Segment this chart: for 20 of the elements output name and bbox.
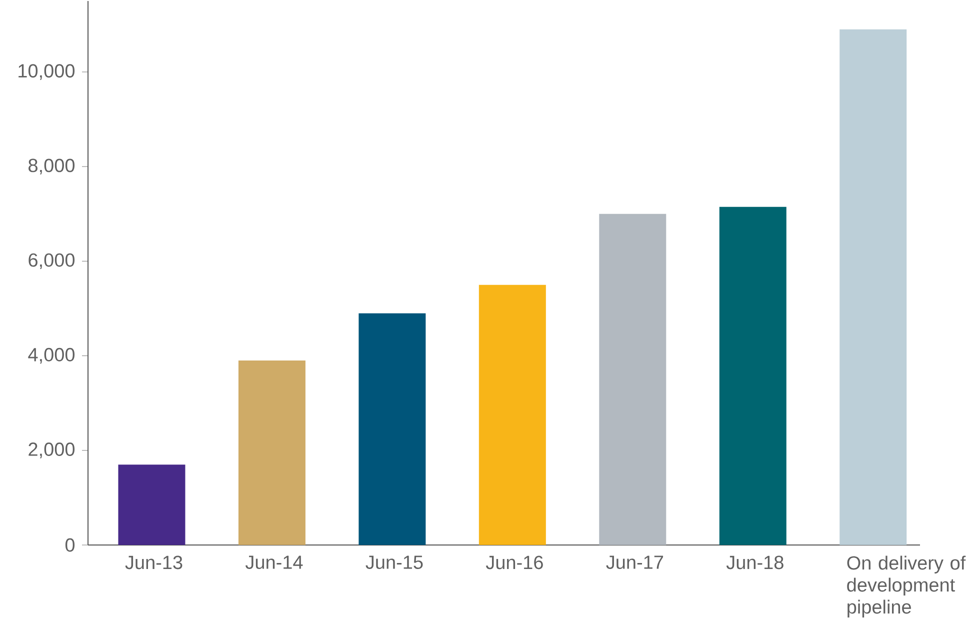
- x-tick-label: Jun-16: [486, 556, 543, 570]
- x-tick-label: Jun-17: [606, 556, 664, 569]
- y-tick-label: 4,000: [28, 348, 75, 364]
- x-tick-label: Jun-15: [366, 556, 423, 569]
- x-tick-label: On delivery of development pipeline: [847, 556, 966, 618]
- y-tick-label: 8,000: [28, 158, 75, 174]
- bar: [478, 284, 546, 545]
- y-tick-label: 10,000: [18, 64, 75, 80]
- bar: [599, 214, 666, 545]
- x-tick-label: Jun-18: [726, 556, 784, 570]
- bar: [238, 360, 306, 545]
- bar: [719, 206, 786, 545]
- bar: [358, 313, 426, 545]
- bar: [840, 29, 907, 545]
- bar: [118, 464, 186, 545]
- x-tick-label: Jun-13: [125, 556, 182, 570]
- y-tick-label: 2,000: [28, 442, 75, 458]
- y-tick-label: 0: [65, 538, 75, 552]
- y-tick-label: 6,000: [28, 253, 75, 270]
- x-tick-label: Jun-14: [245, 556, 303, 569]
